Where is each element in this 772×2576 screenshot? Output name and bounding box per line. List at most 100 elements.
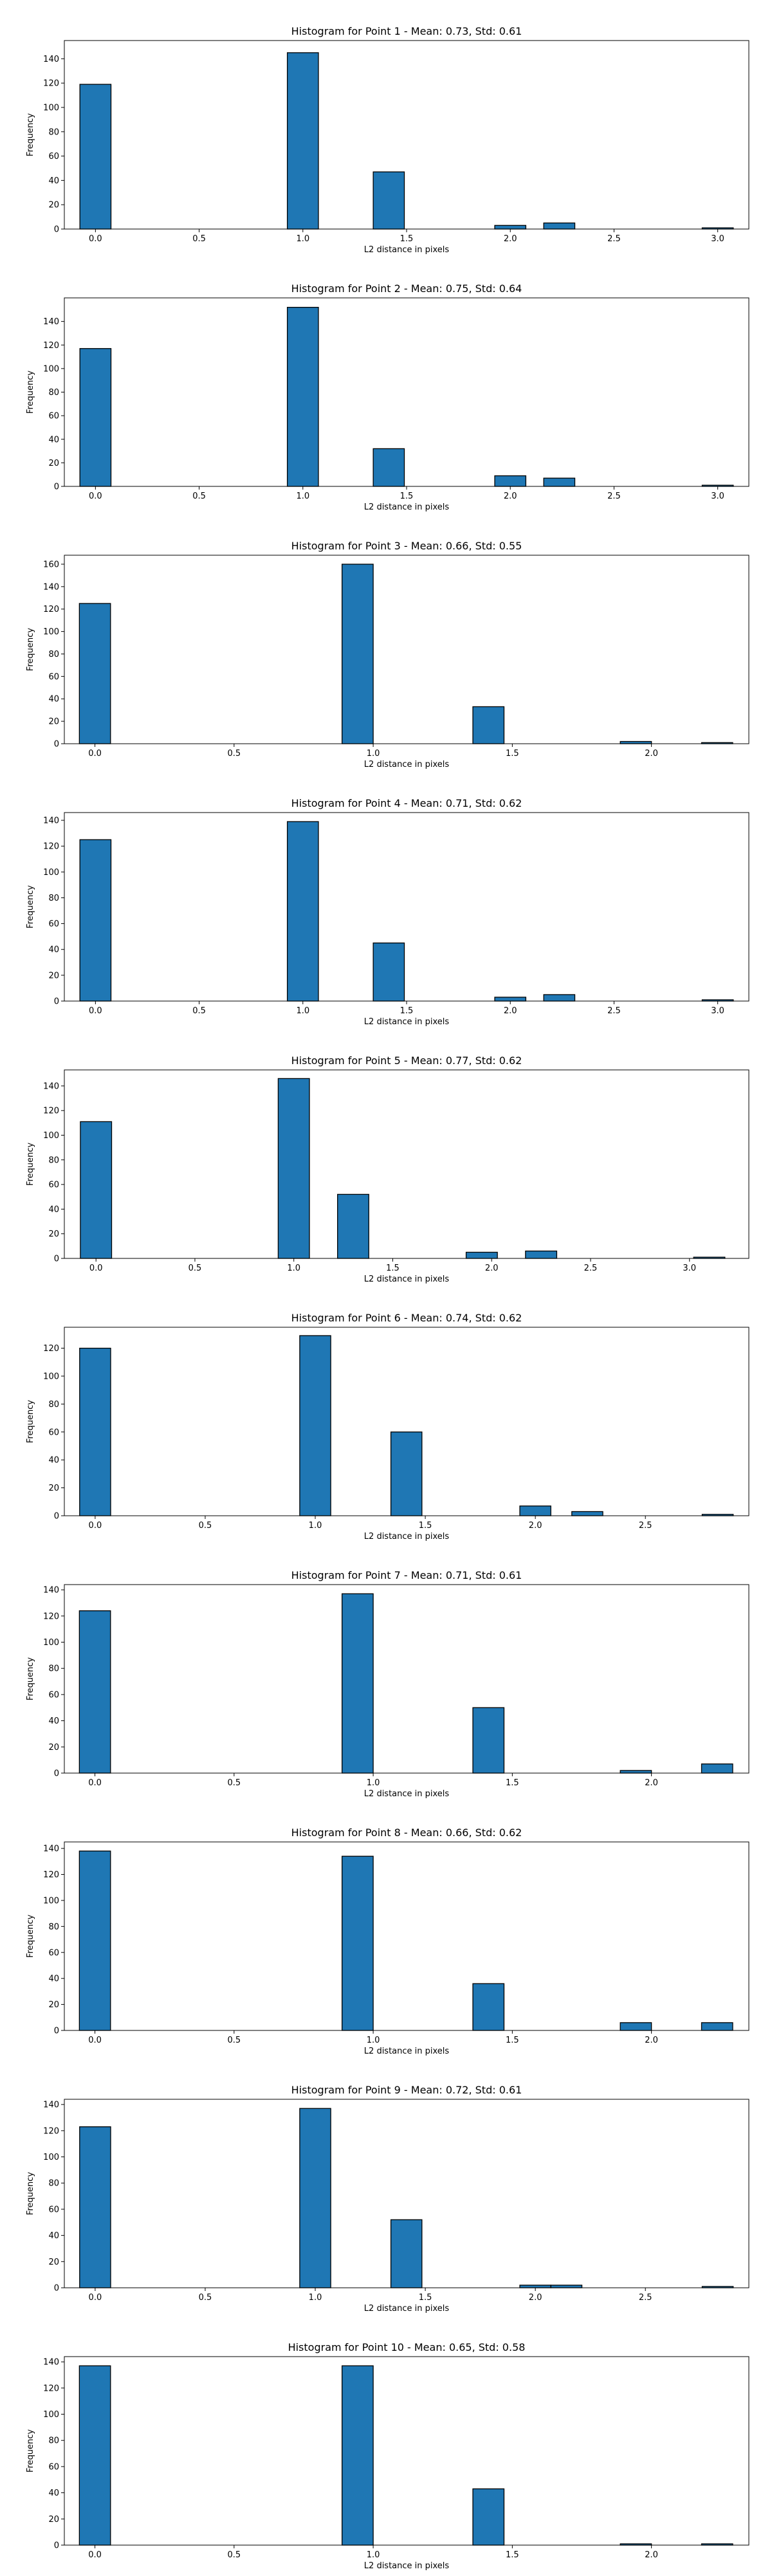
y-axis-label: Frequency xyxy=(26,113,35,156)
x-tick-label: 0.5 xyxy=(227,749,241,759)
y-tick-label: 20 xyxy=(48,1484,59,1493)
y-tick-label: 100 xyxy=(43,2153,59,2162)
y-tick-label: 40 xyxy=(48,2231,59,2241)
histogram-bar xyxy=(79,1347,111,1516)
histogram-chart: Histogram for Point 5 - Mean: 0.77, Std:… xyxy=(26,1054,749,1284)
x-tick-label: 0.0 xyxy=(89,1264,103,1273)
chart-title: Histogram for Point 6 - Mean: 0.74, Std:… xyxy=(291,1312,522,1324)
histogram-bar xyxy=(79,348,112,487)
x-tick-label: 0.0 xyxy=(88,2550,102,2560)
x-tick-label: 0.5 xyxy=(227,1778,241,1788)
y-tick-label: 40 xyxy=(48,695,59,704)
y-tick-label: 60 xyxy=(48,672,59,682)
x-tick-label: 0.0 xyxy=(88,749,102,759)
y-tick-label: 140 xyxy=(43,55,59,64)
x-tick-label: 1.5 xyxy=(506,2550,519,2560)
x-tick-label: 2.0 xyxy=(504,492,517,501)
histogram-bar xyxy=(78,603,111,744)
histogram-bar xyxy=(342,564,374,744)
histogram-bar xyxy=(342,1593,374,1774)
x-tick-label: 2.0 xyxy=(485,1264,499,1273)
y-tick-label: 100 xyxy=(43,1372,59,1381)
y-axis-label: Frequency xyxy=(26,1657,35,1700)
histogram-panel: Histogram for Point 8 - Mean: 0.66, Std:… xyxy=(0,1801,772,2059)
y-tick-label: 80 xyxy=(48,127,59,137)
x-tick-label: 3.0 xyxy=(683,1264,696,1273)
x-tick-label: 3.0 xyxy=(711,492,724,501)
histogram-bar xyxy=(286,307,319,487)
x-tick-label: 2.5 xyxy=(639,1521,652,1531)
histogram-bar xyxy=(342,2365,374,2546)
histogram-bar xyxy=(299,1335,331,1516)
x-tick-label: 0.5 xyxy=(192,234,206,244)
x-tick-label: 1.5 xyxy=(506,1778,519,1788)
x-tick-label: 3.0 xyxy=(711,234,724,244)
x-axis-label: L2 distance in pixels xyxy=(364,2304,450,2314)
x-tick-label: 2.0 xyxy=(529,1521,542,1531)
x-tick-label: 0.0 xyxy=(89,2293,102,2303)
histogram-bar xyxy=(525,1250,558,1259)
histogram-bar xyxy=(78,2365,111,2546)
histogram-panel: Histogram for Point 6 - Mean: 0.74, Std:… xyxy=(0,1287,772,1544)
y-tick-label: 40 xyxy=(48,1456,59,1466)
histogram-bar xyxy=(620,741,652,744)
chart-title: Histogram for Point 8 - Mean: 0.66, Std:… xyxy=(291,1826,522,1839)
x-axis-label: L2 distance in pixels xyxy=(364,1532,450,1541)
x-tick-label: 0.5 xyxy=(199,1521,212,1531)
y-tick-label: 120 xyxy=(43,1107,59,1116)
y-tick-label: 0 xyxy=(54,1512,59,1522)
histogram-chart: Histogram for Point 2 - Mean: 0.75, Std:… xyxy=(26,282,749,512)
y-tick-label: 140 xyxy=(43,1845,59,1854)
histogram-bar xyxy=(299,2108,331,2288)
y-tick-label: 80 xyxy=(48,1664,59,1674)
y-axis-label: Frequency xyxy=(26,1400,35,1443)
x-axis-label: L2 distance in pixels xyxy=(364,2561,450,2571)
y-tick-label: 40 xyxy=(48,176,59,186)
y-tick-label: 140 xyxy=(43,2358,59,2368)
y-tick-label: 60 xyxy=(48,1690,59,1700)
x-tick-label: 2.5 xyxy=(607,492,621,501)
y-tick-label: 140 xyxy=(43,2101,59,2110)
histogram-panel: Histogram for Point 1 - Mean: 0.73, Std:… xyxy=(0,0,772,257)
histogram-bar xyxy=(519,2285,551,2288)
y-tick-label: 100 xyxy=(43,627,59,637)
histogram-chart: Histogram for Point 8 - Mean: 0.66, Std:… xyxy=(26,1826,749,2056)
y-axis-label: Frequency xyxy=(26,1143,35,1186)
x-axis-label: L2 distance in pixels xyxy=(364,245,450,255)
plot-frame xyxy=(64,555,749,744)
y-tick-label: 120 xyxy=(43,605,59,614)
y-tick-label: 120 xyxy=(43,1344,59,1354)
x-tick-label: 1.5 xyxy=(419,1521,432,1531)
x-tick-label: 0.5 xyxy=(192,1006,206,1016)
y-tick-label: 120 xyxy=(43,1870,59,1880)
y-tick-label: 140 xyxy=(43,317,59,327)
histogram-bar xyxy=(286,52,319,230)
x-tick-label: 0.0 xyxy=(89,1521,102,1531)
histogram-bar xyxy=(543,222,576,230)
y-tick-label: 0 xyxy=(54,225,59,235)
y-tick-label: 120 xyxy=(43,341,59,351)
x-tick-label: 1.0 xyxy=(367,749,380,759)
histogram-chart: Histogram for Point 10 - Mean: 0.65, Std… xyxy=(26,2341,749,2571)
y-tick-label: 120 xyxy=(43,842,59,852)
y-tick-label: 0 xyxy=(54,997,59,1007)
x-tick-label: 1.0 xyxy=(296,234,309,244)
histogram-chart: Histogram for Point 6 - Mean: 0.74, Std:… xyxy=(26,1312,749,1541)
x-axis-label: L2 distance in pixels xyxy=(364,760,450,769)
plot-frame xyxy=(64,40,749,230)
histogram-chart: Histogram for Point 3 - Mean: 0.66, Std:… xyxy=(26,540,749,769)
histogram-bar xyxy=(372,448,405,487)
y-tick-label: 80 xyxy=(48,1400,59,1410)
x-tick-label: 1.0 xyxy=(367,2550,380,2560)
histogram-bar xyxy=(78,1850,111,2031)
y-axis-label: Frequency xyxy=(26,2172,35,2215)
histogram-bar xyxy=(372,171,405,230)
y-tick-label: 0 xyxy=(54,1769,59,1779)
histogram-panel: Histogram for Point 4 - Mean: 0.71, Std:… xyxy=(0,772,772,1029)
y-tick-label: 20 xyxy=(48,717,59,727)
y-tick-label: 20 xyxy=(48,971,59,980)
x-axis-label: L2 distance in pixels xyxy=(364,1274,450,1284)
histogram-bar xyxy=(472,1983,505,2031)
histogram-bar xyxy=(472,706,505,744)
histogram-bar xyxy=(372,943,405,1002)
